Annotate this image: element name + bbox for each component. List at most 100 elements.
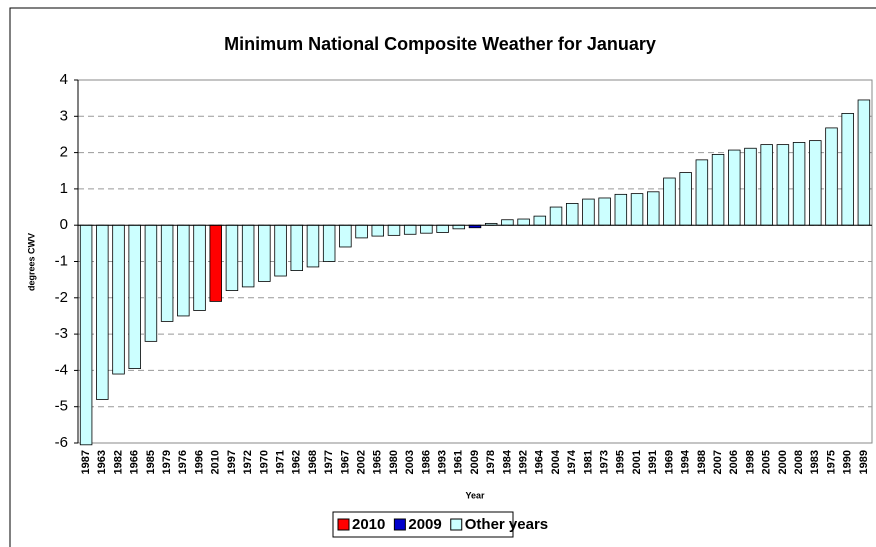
legend-box: [332, 511, 514, 538]
bar: [711, 154, 725, 226]
x-axis-label: Year: [465, 490, 485, 500]
bar: [193, 224, 206, 311]
x-tick-label: 2009: [469, 450, 481, 474]
bar: [614, 193, 628, 226]
x-tick-label: 2001: [631, 450, 643, 474]
x-tick-label: 1996: [193, 450, 205, 474]
chart-title: Minimum National Composite Weather for J…: [224, 34, 656, 54]
bar: [306, 224, 320, 268]
bar: [387, 224, 401, 236]
bar: [695, 159, 709, 226]
legend-label: 2009: [408, 516, 441, 533]
bar: [274, 224, 287, 277]
bar: [160, 224, 174, 322]
x-tick-label: 2003: [404, 450, 416, 474]
x-tick-label: 1981: [582, 450, 594, 474]
x-tick-label: 1977: [323, 450, 335, 474]
y-tick-label: 4: [60, 71, 68, 88]
bar: [841, 112, 854, 226]
x-tick-label: 1963: [96, 450, 108, 474]
bar: [598, 197, 611, 226]
bar: [128, 224, 141, 369]
bar: [144, 224, 158, 342]
y-tick-label: -2: [55, 289, 68, 306]
x-tick-label: 2004: [550, 449, 562, 474]
x-tick-label: 2002: [355, 450, 367, 474]
x-tick-label: 1978: [485, 450, 497, 474]
bar: [241, 224, 255, 288]
x-tick-label: 1989: [858, 450, 870, 474]
x-tick-label: 1994: [680, 449, 692, 474]
bar: [339, 224, 352, 248]
x-tick-label: 1974: [566, 449, 578, 474]
bar: [549, 206, 563, 226]
x-tick-label: 1980: [388, 450, 400, 474]
bar: [760, 144, 773, 226]
x-tick-label: 1985: [145, 450, 157, 474]
x-tick-label: 2008: [793, 450, 805, 474]
legend-swatch: [450, 518, 463, 531]
legend-label: Other years: [465, 516, 548, 533]
y-tick-label: -3: [55, 325, 68, 342]
x-tick-label: 1987: [80, 450, 92, 474]
bar: [647, 191, 660, 226]
bar: [857, 99, 871, 226]
x-tick-label: 1984: [501, 449, 513, 474]
bar: [371, 224, 385, 237]
bar: [258, 224, 271, 282]
y-tick-label: 1: [60, 180, 68, 197]
legend-label: 2010: [352, 516, 385, 533]
bar: [776, 144, 790, 226]
y-tick-label: 2: [60, 144, 68, 161]
bar: [582, 198, 595, 226]
bar: [825, 127, 838, 226]
y-tick-label: -1: [55, 252, 68, 269]
x-tick-label: 1972: [242, 450, 254, 474]
x-tick-label: 1962: [291, 450, 303, 474]
x-tick-label: 1982: [112, 450, 124, 474]
y-tick-label: -4: [55, 361, 68, 378]
x-tick-label: 1990: [842, 450, 854, 474]
x-tick-label: 2007: [712, 450, 724, 474]
legend-swatch: [393, 518, 406, 531]
bar: [322, 224, 336, 262]
bar: [744, 147, 757, 226]
bar: [501, 219, 514, 226]
x-tick-label: 2000: [777, 450, 789, 474]
bar: [225, 224, 239, 291]
x-tick-label: 1991: [647, 450, 659, 474]
x-tick-label: 1997: [226, 450, 238, 474]
bar: [809, 140, 822, 226]
x-tick-label: 1975: [825, 450, 837, 474]
x-tick-label: 1961: [453, 450, 465, 474]
bar: [112, 224, 125, 375]
x-tick-label: 1995: [615, 450, 627, 474]
bar: [663, 177, 676, 226]
x-tick-label: 1998: [744, 450, 756, 474]
x-tick-label: 1967: [339, 450, 351, 474]
legend-swatch: [337, 518, 350, 531]
x-tick-label: 2006: [728, 450, 740, 474]
y-axis-label: degrees CWV: [26, 233, 36, 291]
bar: [290, 224, 303, 271]
bar: [517, 218, 530, 226]
x-tick-label: 1969: [663, 450, 675, 474]
x-tick-label: 1973: [599, 450, 611, 474]
x-tick-label: 1965: [372, 450, 384, 474]
bar: [79, 224, 93, 446]
bar: [565, 203, 579, 226]
x-tick-label: 1970: [258, 450, 270, 474]
bar: [355, 224, 368, 239]
x-tick-label: 1983: [809, 450, 821, 474]
y-tick-label: -6: [55, 434, 68, 451]
bar: [533, 215, 547, 226]
bar: [177, 224, 190, 317]
y-tick-label: 0: [60, 216, 68, 233]
x-tick-label: 2010: [210, 450, 222, 474]
x-tick-label: 1988: [696, 450, 708, 474]
x-tick-label: 1992: [518, 450, 530, 474]
bar: [436, 224, 449, 233]
bar: [209, 224, 222, 302]
bar: [452, 224, 466, 230]
